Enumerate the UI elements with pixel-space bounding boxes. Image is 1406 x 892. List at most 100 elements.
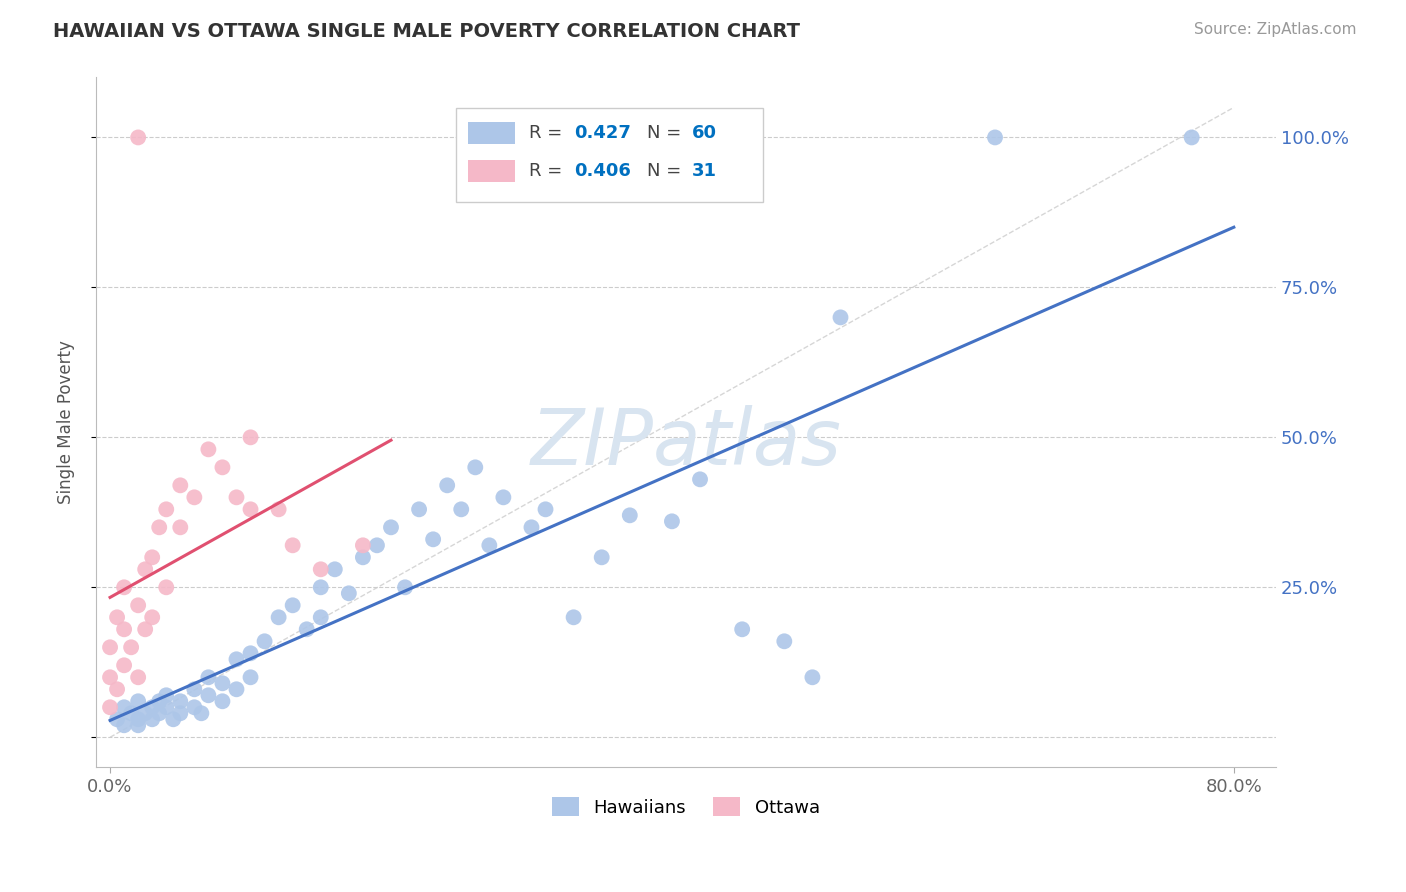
Point [689, 472, 711, 486]
Text: 31: 31 [692, 161, 717, 179]
Point [773, 634, 796, 648]
Point [127, 694, 149, 708]
Text: HAWAIIAN VS OTTAWA SINGLE MALE POVERTY CORRELATION CHART: HAWAIIAN VS OTTAWA SINGLE MALE POVERTY C… [53, 22, 800, 41]
Point [337, 586, 360, 600]
Point [112, 700, 135, 714]
Point [1181, 130, 1204, 145]
Text: N =: N = [647, 161, 688, 179]
Point [534, 502, 557, 516]
Text: ZIPatlas: ZIPatlas [530, 405, 841, 481]
Point [450, 502, 472, 516]
Point [464, 460, 486, 475]
Point [380, 520, 402, 534]
Point [134, 706, 156, 721]
Point [183, 700, 205, 714]
Point [134, 562, 156, 576]
Point [112, 622, 135, 636]
Y-axis label: Single Male Poverty: Single Male Poverty [58, 341, 75, 504]
Point [492, 491, 515, 505]
Point [225, 652, 247, 666]
Point [112, 580, 135, 594]
Text: N =: N = [647, 124, 688, 142]
Point [211, 460, 233, 475]
Point [148, 706, 170, 721]
Text: R =: R = [529, 124, 568, 142]
Point [127, 670, 149, 684]
Point [162, 712, 184, 726]
Point [422, 533, 444, 547]
Point [127, 130, 149, 145]
Text: 0.427: 0.427 [574, 124, 631, 142]
Point [120, 640, 142, 655]
Point [155, 688, 177, 702]
Point [239, 430, 262, 444]
Point [591, 550, 613, 565]
Point [253, 634, 276, 648]
Point [112, 718, 135, 732]
Point [141, 700, 163, 714]
Point [394, 580, 416, 594]
Point [619, 508, 641, 523]
Point [169, 520, 191, 534]
Point [127, 718, 149, 732]
Point [190, 706, 212, 721]
Point [830, 310, 852, 325]
Point [98, 700, 121, 714]
Point [984, 130, 1007, 145]
Point [141, 610, 163, 624]
Point [112, 658, 135, 673]
Point [105, 610, 128, 624]
Point [211, 676, 233, 690]
Point [134, 622, 156, 636]
Point [408, 502, 430, 516]
Point [155, 580, 177, 594]
Point [281, 599, 304, 613]
Point [197, 670, 219, 684]
FancyBboxPatch shape [468, 121, 515, 144]
Point [309, 562, 332, 576]
Point [239, 646, 262, 660]
Point [98, 640, 121, 655]
Point [239, 670, 262, 684]
Point [155, 700, 177, 714]
Text: 60: 60 [692, 124, 717, 142]
Point [155, 502, 177, 516]
Point [352, 550, 374, 565]
Point [169, 478, 191, 492]
Text: 0.406: 0.406 [574, 161, 631, 179]
Point [366, 538, 388, 552]
FancyBboxPatch shape [456, 109, 762, 202]
Point [267, 502, 290, 516]
Point [197, 442, 219, 457]
Point [309, 610, 332, 624]
Point [436, 478, 458, 492]
Point [309, 580, 332, 594]
Point [562, 610, 585, 624]
Point [141, 712, 163, 726]
Text: R =: R = [529, 161, 568, 179]
Point [169, 694, 191, 708]
Point [127, 599, 149, 613]
Point [148, 694, 170, 708]
Point [295, 622, 318, 636]
FancyBboxPatch shape [468, 160, 515, 182]
Point [105, 682, 128, 697]
Point [105, 712, 128, 726]
Point [141, 550, 163, 565]
Point [731, 622, 754, 636]
Point [148, 520, 170, 534]
Point [323, 562, 346, 576]
Point [98, 670, 121, 684]
Text: Source: ZipAtlas.com: Source: ZipAtlas.com [1194, 22, 1357, 37]
Point [281, 538, 304, 552]
Point [352, 538, 374, 552]
Point [239, 502, 262, 516]
Point [183, 682, 205, 697]
Point [520, 520, 543, 534]
Point [211, 694, 233, 708]
Point [225, 682, 247, 697]
Point [267, 610, 290, 624]
Point [127, 712, 149, 726]
Point [197, 688, 219, 702]
Point [183, 491, 205, 505]
